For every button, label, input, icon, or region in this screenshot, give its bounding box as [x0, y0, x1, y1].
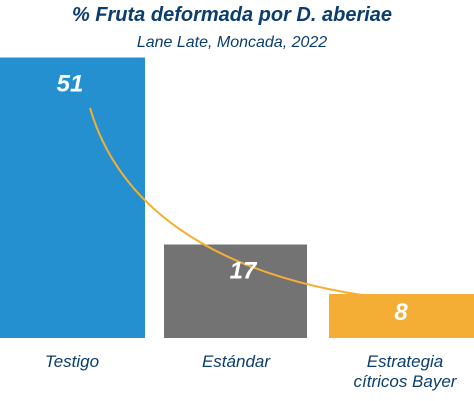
bars — [0, 57, 474, 338]
category-label-1: Testigo — [45, 352, 99, 371]
category-labels: Testigo Estándar Estrategia cítricos Bayer — [45, 352, 458, 391]
category-label-2: Estándar — [202, 352, 271, 371]
value-label-3: 8 — [394, 299, 408, 326]
chart-subtitle: Lane Late, Moncada, 2022 — [137, 34, 327, 51]
value-label-2: 17 — [230, 258, 258, 285]
bar-1 — [0, 57, 145, 338]
category-label-3: Estrategia cítricos Bayer — [354, 352, 458, 391]
value-label-1: 51 — [57, 71, 84, 98]
trend-line — [89, 107, 393, 300]
value-labels: 51 17 8 — [57, 71, 409, 327]
bar-3 — [329, 294, 474, 338]
chart-title: % Fruta deformada por D. aberiae — [72, 4, 392, 26]
